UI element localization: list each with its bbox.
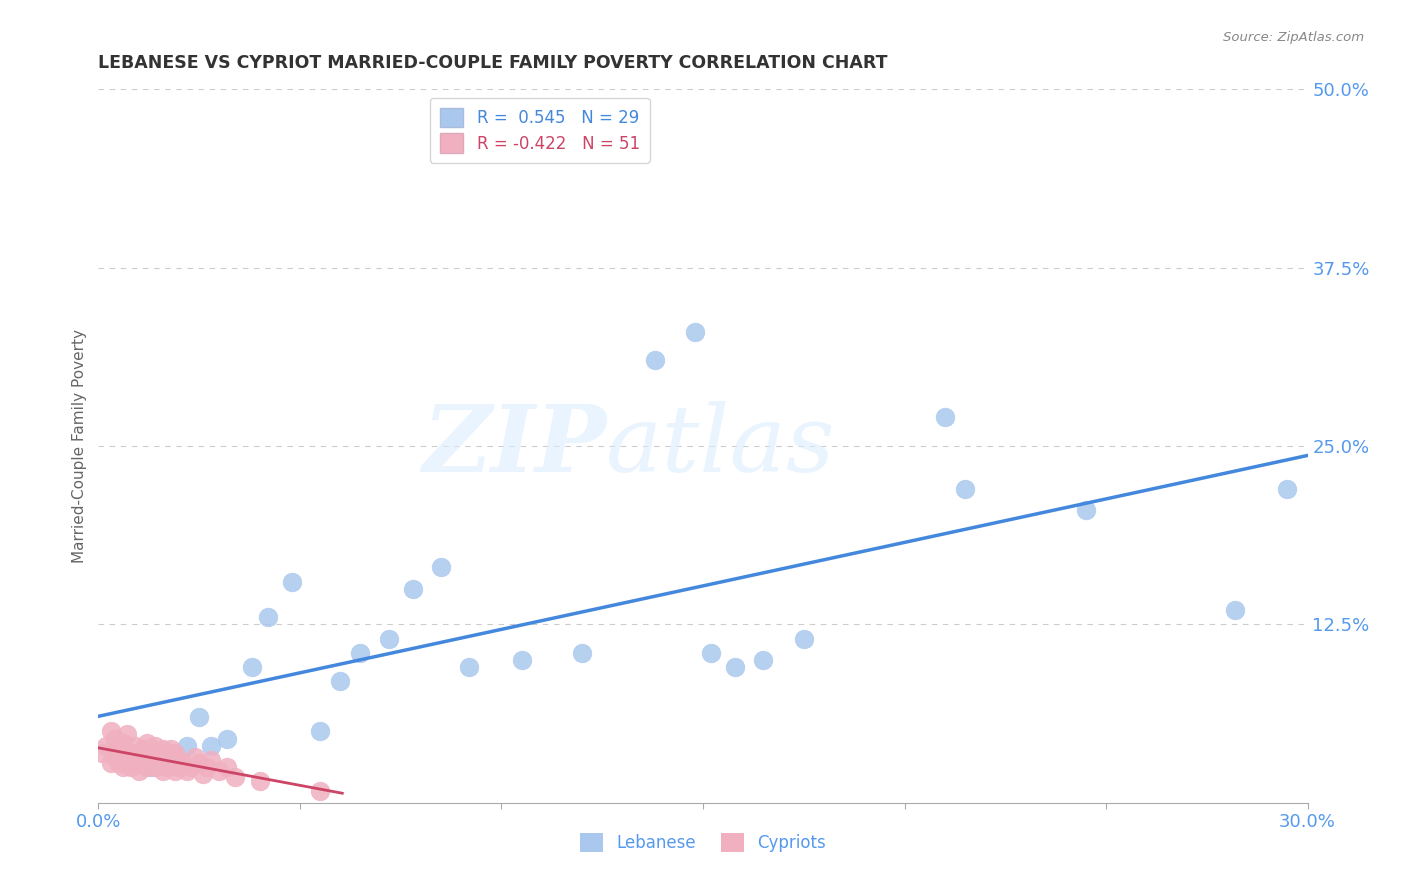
Point <box>256 610 278 624</box>
Point <box>249 774 271 789</box>
Point <box>1074 503 1097 517</box>
Text: Source: ZipAtlas.com: Source: ZipAtlas.com <box>1223 31 1364 45</box>
Text: ZIP: ZIP <box>422 401 606 491</box>
Point <box>156 753 179 767</box>
Point <box>172 756 194 770</box>
Point <box>167 760 190 774</box>
Point <box>120 746 142 760</box>
Text: atlas: atlas <box>606 401 835 491</box>
Point <box>103 731 125 746</box>
Point <box>96 739 118 753</box>
Point <box>148 756 170 770</box>
Point <box>176 739 198 753</box>
Point <box>309 724 332 739</box>
Y-axis label: Married-Couple Family Poverty: Married-Couple Family Poverty <box>72 329 87 563</box>
Point <box>208 764 231 779</box>
Point <box>167 753 190 767</box>
Point <box>128 764 150 779</box>
Point <box>953 482 976 496</box>
Point <box>103 750 125 764</box>
Point <box>200 739 222 753</box>
Point <box>571 646 593 660</box>
Point <box>163 764 186 779</box>
Point <box>281 574 304 589</box>
Point <box>160 741 183 756</box>
Point <box>377 632 399 646</box>
Point <box>124 739 146 753</box>
Point <box>188 756 211 770</box>
Point <box>200 753 222 767</box>
Point <box>91 746 114 760</box>
Point <box>180 760 202 774</box>
Point <box>458 660 481 674</box>
Point <box>139 760 162 774</box>
Point <box>1223 603 1246 617</box>
Point <box>644 353 666 368</box>
Point <box>124 756 146 770</box>
Point <box>115 753 138 767</box>
Legend: Lebanese, Cypriots: Lebanese, Cypriots <box>574 826 832 859</box>
Point <box>329 674 352 689</box>
Point <box>163 746 186 760</box>
Point <box>143 739 166 753</box>
Point <box>402 582 425 596</box>
Point <box>107 741 129 756</box>
Point <box>132 756 155 770</box>
Point <box>120 760 142 774</box>
Point <box>143 760 166 774</box>
Text: LEBANESE VS CYPRIOT MARRIED-COUPLE FAMILY POVERTY CORRELATION CHART: LEBANESE VS CYPRIOT MARRIED-COUPLE FAMIL… <box>98 54 889 72</box>
Point <box>700 646 723 660</box>
Point <box>139 746 162 760</box>
Point <box>135 760 157 774</box>
Point <box>156 760 179 774</box>
Point <box>115 727 138 741</box>
Point <box>148 746 170 760</box>
Point <box>724 660 747 674</box>
Point <box>240 660 263 674</box>
Point <box>107 756 129 770</box>
Point <box>135 736 157 750</box>
Point <box>793 632 815 646</box>
Point <box>1277 482 1299 496</box>
Point <box>184 750 207 764</box>
Point <box>934 410 956 425</box>
Point <box>430 560 453 574</box>
Point <box>195 760 218 774</box>
Point <box>349 646 371 660</box>
Point <box>188 710 211 724</box>
Point <box>309 784 332 798</box>
Point <box>510 653 533 667</box>
Point <box>152 741 174 756</box>
Point <box>111 760 134 774</box>
Point <box>128 750 150 764</box>
Point <box>224 770 246 784</box>
Point <box>217 731 239 746</box>
Point <box>176 764 198 779</box>
Point <box>100 724 122 739</box>
Point <box>683 325 706 339</box>
Point <box>139 753 162 767</box>
Point <box>752 653 775 667</box>
Point <box>111 736 134 750</box>
Point <box>132 741 155 756</box>
Point <box>160 756 183 770</box>
Point <box>156 750 179 764</box>
Point <box>193 767 215 781</box>
Point <box>100 756 122 770</box>
Point <box>217 760 239 774</box>
Point <box>152 764 174 779</box>
